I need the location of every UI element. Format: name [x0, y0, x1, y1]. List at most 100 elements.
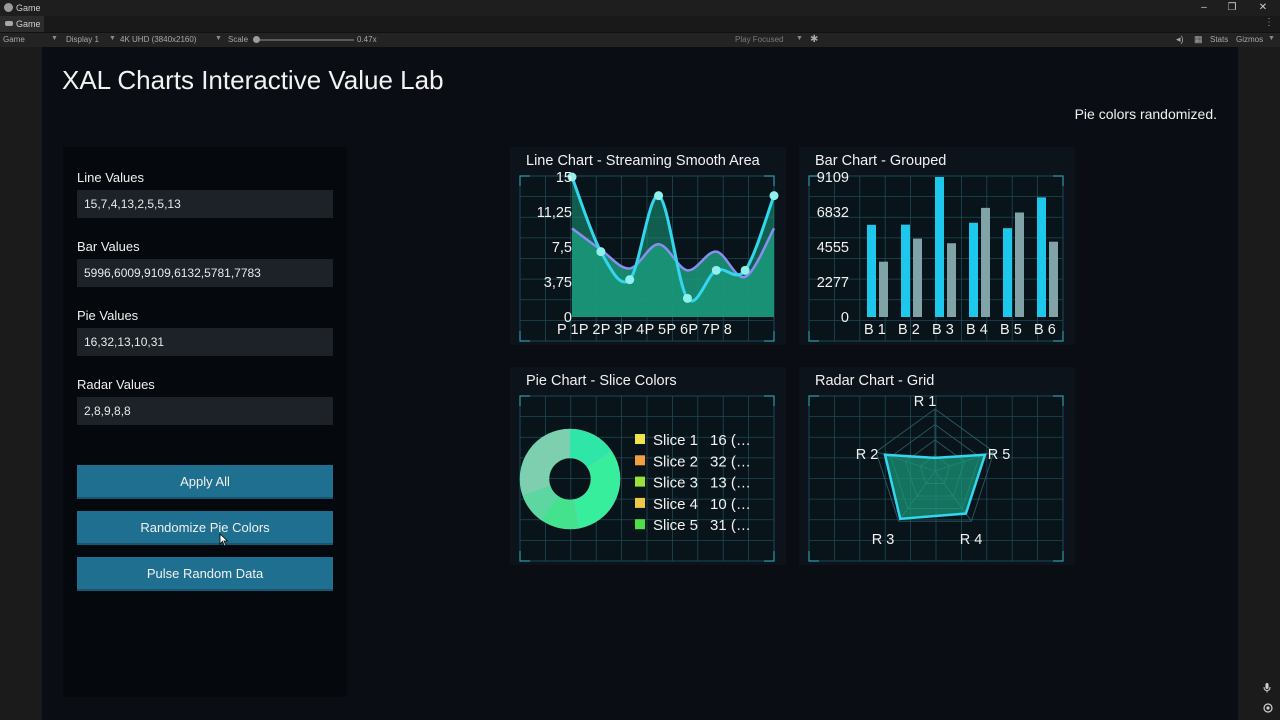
line-x-tick-label: P 6 — [667, 322, 689, 338]
apply-all-button[interactable]: Apply All — [77, 465, 333, 499]
radar-axis-label: R 5 — [988, 447, 1011, 463]
bar-series-1-bar — [935, 177, 944, 317]
line-x-tick-label: P 8 — [710, 322, 732, 338]
line-x-tick-label: P 3 — [601, 322, 623, 338]
pie-legend-swatch — [635, 455, 645, 466]
pie-legend-swatch — [635, 519, 645, 530]
pie-frame-corner — [519, 395, 530, 406]
microphone-icon[interactable] — [1263, 683, 1271, 693]
chevron-down-icon[interactable]: ▼ — [51, 35, 58, 42]
line-point — [682, 293, 692, 303]
line-values-label: Line Values — [77, 170, 144, 185]
record-icon[interactable] — [1263, 703, 1273, 713]
game-view-toolbar: Game ▼ Display 1 ▼ 4K UHD (3840x2160) ▼ … — [0, 33, 1280, 47]
bar-series-1-bar — [969, 222, 978, 317]
bar-x-tick-label: B 3 — [932, 322, 954, 338]
bar-x-tick-label: B 2 — [898, 322, 920, 338]
line-point — [711, 265, 721, 275]
bar-series-2-bar — [981, 207, 990, 317]
line-point — [654, 191, 664, 201]
pie-legend-value: 13 (… — [710, 475, 751, 492]
line-frame-corner — [519, 175, 530, 186]
pie-legend-value: 10 (… — [710, 496, 751, 513]
gizmos-button[interactable]: Gizmos — [1236, 35, 1264, 44]
pie-legend-label: Slice 3 — [653, 475, 698, 492]
bar-frame-corner — [1053, 175, 1064, 186]
pie-legend-label: Slice 5 — [653, 517, 698, 534]
pulse-random-data-button[interactable]: Pulse Random Data — [77, 557, 333, 591]
randomize-pie-colors-button[interactable]: Randomize Pie Colors — [77, 511, 333, 545]
pie-frame-corner — [764, 395, 775, 406]
view-select-value: Game — [3, 35, 25, 44]
bar-series-2-bar — [947, 243, 956, 317]
pie-values-input[interactable]: 16,32,13,10,31 — [77, 328, 333, 356]
restore-icon[interactable]: ❐ — [1227, 2, 1237, 13]
bar-y-tick-label: 0 — [841, 310, 849, 326]
scale-slider-handle[interactable] — [253, 36, 260, 43]
bar-chart-svg: B 1 B 2 B 3 B 4 B 5 B 6 0 2277 4555 6832 9109 — [808, 170, 1064, 342]
radar-frame-corner — [808, 551, 819, 562]
tab-game[interactable]: Game — [0, 16, 44, 32]
window-title: Game — [16, 3, 41, 13]
close-icon[interactable]: ✕ — [1258, 2, 1268, 13]
scale-value: 0.47x — [357, 35, 377, 44]
line-point — [625, 275, 635, 285]
radar-axis-label: R 1 — [914, 394, 937, 410]
bug-icon[interactable]: ✱ — [810, 34, 819, 45]
pie-slice — [519, 428, 571, 497]
radar-grid-ring — [875, 408, 995, 522]
line-frame-corner — [764, 331, 775, 342]
bar-values-input[interactable]: 5996,6009,9109,6132,5781,7783 — [77, 259, 333, 287]
line-y-tick-label: 3,75 — [544, 275, 572, 291]
tab-game-label: Game — [16, 19, 41, 29]
bar-chart-card: B 1 B 2 B 3 B 4 B 5 B 6 0 2277 4555 6832 9109 Bar … — [799, 147, 1075, 345]
bar-frame-corner — [808, 331, 819, 342]
pie-legend-label: Slice 1 — [653, 432, 698, 449]
radar-chart-title: Radar Chart - Grid — [815, 373, 935, 389]
values-input-panel: Line Values 15,7,4,13,2,5,5,13 Bar Value… — [63, 147, 347, 697]
pie-legend-swatch — [635, 476, 645, 487]
line-point — [740, 265, 750, 275]
pie-frame-corner — [764, 551, 775, 562]
bar-values-label: Bar Values — [77, 239, 140, 254]
scale-label: Scale — [228, 35, 249, 44]
speaker-icon[interactable]: ◂) — [1176, 34, 1184, 44]
bar-x-tick-label: B 6 — [1034, 322, 1056, 338]
radar-axis-label: R 3 — [872, 532, 895, 548]
view-select[interactable]: Game — [3, 35, 25, 44]
pie-legend-swatch — [635, 434, 645, 444]
minimize-icon[interactable]: – — [1201, 2, 1207, 13]
bar-frame-corner — [1053, 331, 1064, 342]
line-values-input[interactable]: 15,7,4,13,2,5,5,13 — [77, 190, 333, 218]
radar-series-polygon — [883, 453, 987, 521]
scale-slider-track[interactable] — [256, 39, 354, 41]
stats-button[interactable]: Stats — [1210, 35, 1229, 44]
pie-legend-swatch — [635, 497, 645, 508]
more-options-icon[interactable]: ⋮ — [1264, 17, 1274, 28]
bar-x-tick-label: B 5 — [1000, 322, 1022, 338]
play-mode-select[interactable]: Play Focused — [735, 35, 784, 44]
chevron-down-icon[interactable]: ▼ — [796, 35, 803, 42]
pie-legend-label: Slice 2 — [653, 453, 698, 470]
bar-series-1-bar — [1003, 228, 1012, 317]
pie-legend-value: 32 (… — [710, 453, 751, 470]
radar-values-input[interactable]: 2,8,9,8,8 — [77, 397, 333, 425]
chevron-down-icon[interactable]: ▼ — [215, 35, 222, 42]
unity-app-icon — [4, 3, 13, 12]
display-select[interactable]: Display 1 — [66, 35, 99, 44]
display-select-value: Display 1 — [66, 35, 99, 44]
chevron-down-icon[interactable]: ▼ — [109, 35, 116, 42]
bar-series-2-bar — [913, 238, 922, 317]
pie-chart-svg: Slice 1 16 (… Slice 2 32 (… Slice 3 13 (… Slic… — [519, 395, 775, 562]
grid-icon[interactable]: ▦ — [1194, 34, 1203, 44]
pie-slice — [573, 450, 621, 529]
chevron-down-icon[interactable]: ▼ — [1268, 35, 1275, 42]
resolution-select[interactable]: 4K UHD (3840x2160) — [120, 35, 196, 44]
line-y-tick-label: 7,5 — [552, 240, 572, 256]
line-point — [567, 172, 577, 182]
bar-series-1-bar — [867, 224, 876, 317]
line-y-tick-label: 11,25 — [537, 205, 572, 221]
radar-frame-corner — [1053, 395, 1064, 406]
